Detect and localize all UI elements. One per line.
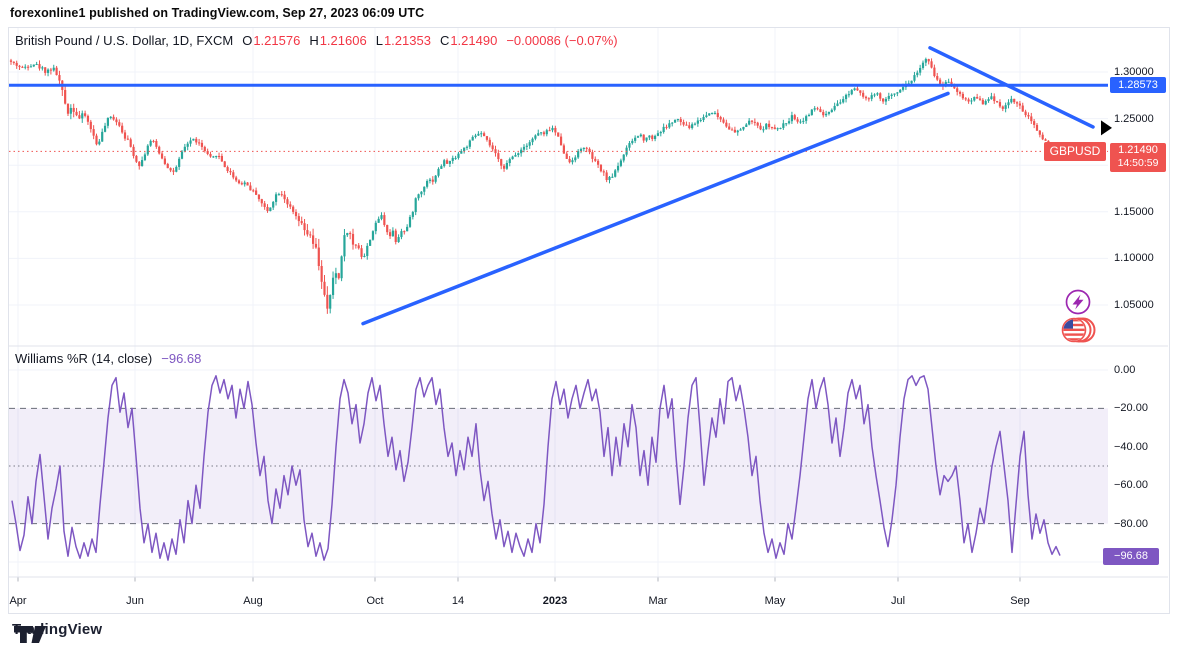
us-flag-idea-icon[interactable] <box>1061 317 1096 343</box>
time-tick-label: Sep <box>1010 595 1030 607</box>
wr-tick-label: −20.00 <box>1114 402 1148 415</box>
time-tick-label: Mar <box>648 595 668 607</box>
symbol-badge: GBPUSD <box>1044 142 1106 161</box>
grid-layer <box>9 28 1108 582</box>
time-tick-label: 2023 <box>542 595 568 607</box>
price-tick-label: 1.15000 <box>1114 205 1154 218</box>
last-price-badge: 1.21490 14:50:59 <box>1110 143 1166 172</box>
candles-layer[interactable] <box>9 57 1061 314</box>
time-tick-label: Apr <box>9 595 27 607</box>
chart-widget <box>8 27 1170 614</box>
last-price-value: 1.21490 <box>1118 144 1158 156</box>
time-tick-label: Jul <box>890 595 906 607</box>
boost-lightning-icon[interactable] <box>1065 289 1091 315</box>
wr-tick-label: 0.00 <box>1114 364 1136 376</box>
time-tick-label: 14 <box>451 595 465 607</box>
time-tick-label: Oct <box>366 595 384 607</box>
resistance-price-badge: 1.28573 <box>1110 77 1166 94</box>
wr-value-badge: −96.68 <box>1103 547 1159 565</box>
change-value: −0.00086 (−0.07%) <box>506 33 618 48</box>
ohlc-open: O 1.21576 <box>242 33 301 48</box>
price-tick-label: 1.10000 <box>1114 252 1154 265</box>
price-tick-label: 1.25000 <box>1114 112 1154 125</box>
time-tick-label: Aug <box>243 595 263 607</box>
price-tick-label: 1.30000 <box>1114 66 1154 78</box>
wr-line-layer[interactable] <box>11 375 1061 561</box>
time-tick-label: Jun <box>126 595 144 607</box>
footer-brand[interactable]: TradingView <box>12 621 102 638</box>
pane-separators[interactable] <box>8 345 1168 578</box>
symbol-title[interactable]: British Pound / U.S. Dollar, 1D, FXCM <box>15 33 234 48</box>
price-tick-label: 1.05000 <box>1114 299 1154 311</box>
brand-text[interactable]: TradingView <box>12 621 103 638</box>
published-line: forexonline1 published on TradingView.co… <box>10 6 425 20</box>
time-tick-label: May <box>764 595 786 607</box>
annotation-lines-layer[interactable] <box>9 46 1112 326</box>
wr-tick-label: −40.00 <box>1114 440 1148 453</box>
ohlc-low: L 1.21353 <box>375 33 431 48</box>
ohlc-close: C 1.21490 <box>439 33 498 48</box>
ohlc-high: H 1.21606 <box>309 33 367 48</box>
wr-value: −96.68 <box>161 351 202 366</box>
wr-title[interactable]: Williams %R (14, close) <box>15 351 153 366</box>
tradingview-logo-icon[interactable] <box>14 626 46 643</box>
wr-band-layer <box>9 407 1108 525</box>
wr-tick-label: −60.00 <box>1114 479 1148 492</box>
wr-indicator-legend[interactable]: Williams %R (14, close) −96.68 <box>15 351 201 366</box>
bar-countdown: 14:50:59 <box>1117 157 1159 169</box>
wr-tick-label: −80.00 <box>1114 517 1148 530</box>
